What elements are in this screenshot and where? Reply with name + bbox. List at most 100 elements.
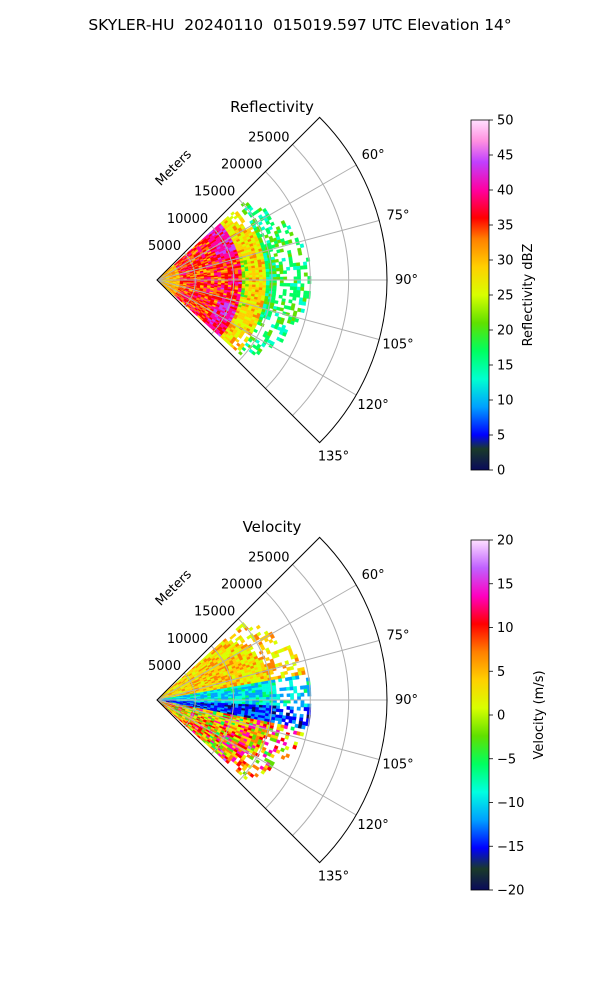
data-gate [228,276,232,279]
data-gate [303,290,308,295]
data-gate [214,696,219,699]
data-gate [259,274,263,278]
range-tick-label: 5000 [148,239,181,254]
data-gate [245,704,250,707]
data-gate [289,686,294,691]
data-gate [279,270,284,275]
data-gate [238,693,243,697]
data-gate [252,272,256,276]
data-gate [291,675,296,681]
data-gate [271,682,276,686]
data-gate [265,688,270,693]
data-gate [299,243,305,249]
data-gate [299,297,304,302]
data-gate [245,693,250,696]
data-gate [280,301,286,306]
data-gate [272,282,277,286]
data-gate [243,775,249,781]
range-tick-label: 15000 [194,185,235,200]
data-gate [241,275,246,279]
data-gate [269,271,274,275]
data-gate [264,741,269,746]
data-gate [280,737,285,742]
data-gate [288,676,293,681]
data-gate [255,282,260,286]
data-gate [241,695,246,699]
data-gate [279,307,284,312]
data-gate [255,692,260,696]
data-gate [296,692,301,697]
azimuth-tick-label: 105° [382,758,413,773]
colorbar-tick-label: 0 [497,464,505,479]
data-gate [269,274,274,278]
data-gate [288,679,293,684]
data-gate [289,286,294,291]
data-gate [302,297,307,303]
data-gate [279,267,284,272]
range-tick-label: 15000 [194,605,235,620]
range-axis-label: Meters [153,147,195,189]
data-gate [288,259,293,264]
data-gate [255,707,260,711]
data-gate [262,689,267,693]
data-gate [217,276,222,279]
data-gate [285,715,290,720]
data-gate [234,695,239,699]
data-gate [238,283,243,287]
data-gate [275,708,280,713]
data-gate [262,691,267,695]
data-gate [273,253,278,257]
data-gate [302,261,308,266]
data-gate [274,243,280,248]
data-gate [272,271,277,275]
data-gate [276,739,281,744]
data-gate [241,273,246,276]
data-gate [279,282,284,287]
data-gate [293,283,298,288]
data-gate [252,695,257,698]
data-gate [244,690,249,694]
data-gate [262,271,267,275]
colorbar-tick-label: 50 [497,114,514,129]
data-gate [217,275,222,278]
data-gate [221,276,225,279]
data-gate [255,274,260,278]
data-gate [272,688,277,692]
data-gate [293,276,298,281]
data-gate [296,272,301,277]
data-gate [251,270,256,274]
colorbar-tick-label: 35 [497,219,514,234]
data-gate [234,275,239,279]
data-gate [248,206,254,212]
data-gate [299,717,304,722]
data-gate [238,695,243,699]
colorbar-tick-label: 10 [497,394,514,409]
azimuth-tick-label: 135° [318,870,349,885]
data-gate [221,696,225,699]
data-gate [301,670,306,676]
data-gate [262,282,267,286]
data-gate [272,291,277,295]
data-gate [275,267,280,272]
data-gate [272,711,277,715]
data-gate [274,717,279,722]
colorbar-tick-label: −15 [497,840,524,855]
data-gate [283,725,289,730]
data-gate [269,282,274,286]
data-gate [272,285,277,289]
colorbar [470,539,490,891]
data-gate [262,269,267,273]
data-gate [269,221,275,227]
data-gate [248,626,254,632]
data-gate [217,695,222,698]
data-gate [203,697,208,699]
data-gate [279,248,284,253]
data-gate [290,283,294,287]
data-gate [302,294,308,299]
data-gate [278,261,283,266]
data-gate [293,699,298,704]
data-gate [296,262,301,267]
azimuth-tick-label: 105° [382,338,413,353]
data-gate [269,694,274,698]
data-gate [288,256,293,261]
